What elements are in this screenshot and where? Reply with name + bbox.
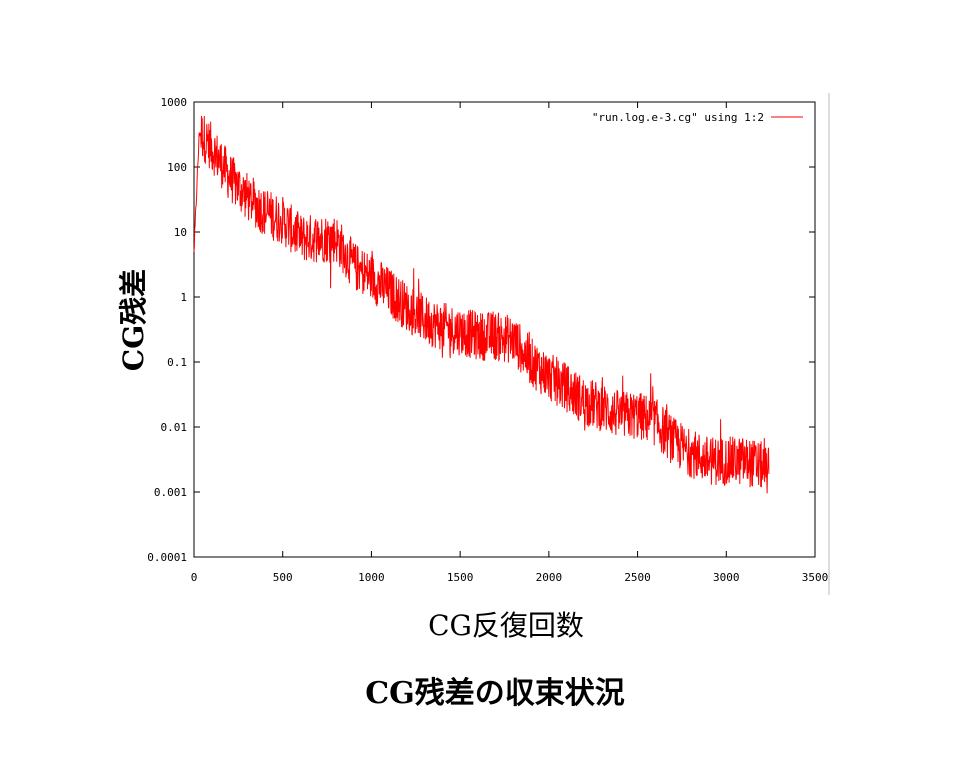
y-tick-label: 1000 bbox=[161, 96, 188, 109]
chart-caption: CG残差の収束状況 bbox=[365, 676, 625, 711]
x-axis-title: CG反復回数 bbox=[428, 609, 584, 642]
x-tick-label: 2500 bbox=[624, 571, 651, 584]
y-tick-label: 100 bbox=[167, 161, 187, 174]
plot-frame bbox=[193, 101, 816, 558]
x-tick-label: 2000 bbox=[536, 571, 563, 584]
x-tick-label: 3500 bbox=[802, 571, 829, 584]
residual-series-line bbox=[193, 115, 770, 494]
x-tick-label: 1500 bbox=[447, 571, 474, 584]
y-tick-label: 10 bbox=[174, 226, 187, 239]
y-tick-label: 0.001 bbox=[154, 486, 187, 499]
y-tick-label: 0.1 bbox=[167, 356, 187, 369]
y-tick-label: 0.0001 bbox=[147, 551, 187, 564]
y-tick-label: 1 bbox=[180, 291, 187, 304]
y-axis-title: CG残差 bbox=[117, 269, 150, 371]
y-axis-ticks: 0.0001 0.001 0.01 0.1 1 10 100 1000 bbox=[147, 96, 815, 564]
x-tick-label: 1000 bbox=[358, 571, 385, 584]
y-tick-label: 0.01 bbox=[161, 421, 188, 434]
x-tick-label: 3000 bbox=[713, 571, 740, 584]
x-tick-label: 0 bbox=[191, 571, 198, 584]
x-tick-label: 500 bbox=[273, 571, 293, 584]
legend-label: "run.log.e-3.cg" using 1:2 bbox=[592, 111, 764, 124]
x-axis-ticks: 0 500 1000 1500 2000 2500 3000 3500 bbox=[191, 102, 829, 584]
